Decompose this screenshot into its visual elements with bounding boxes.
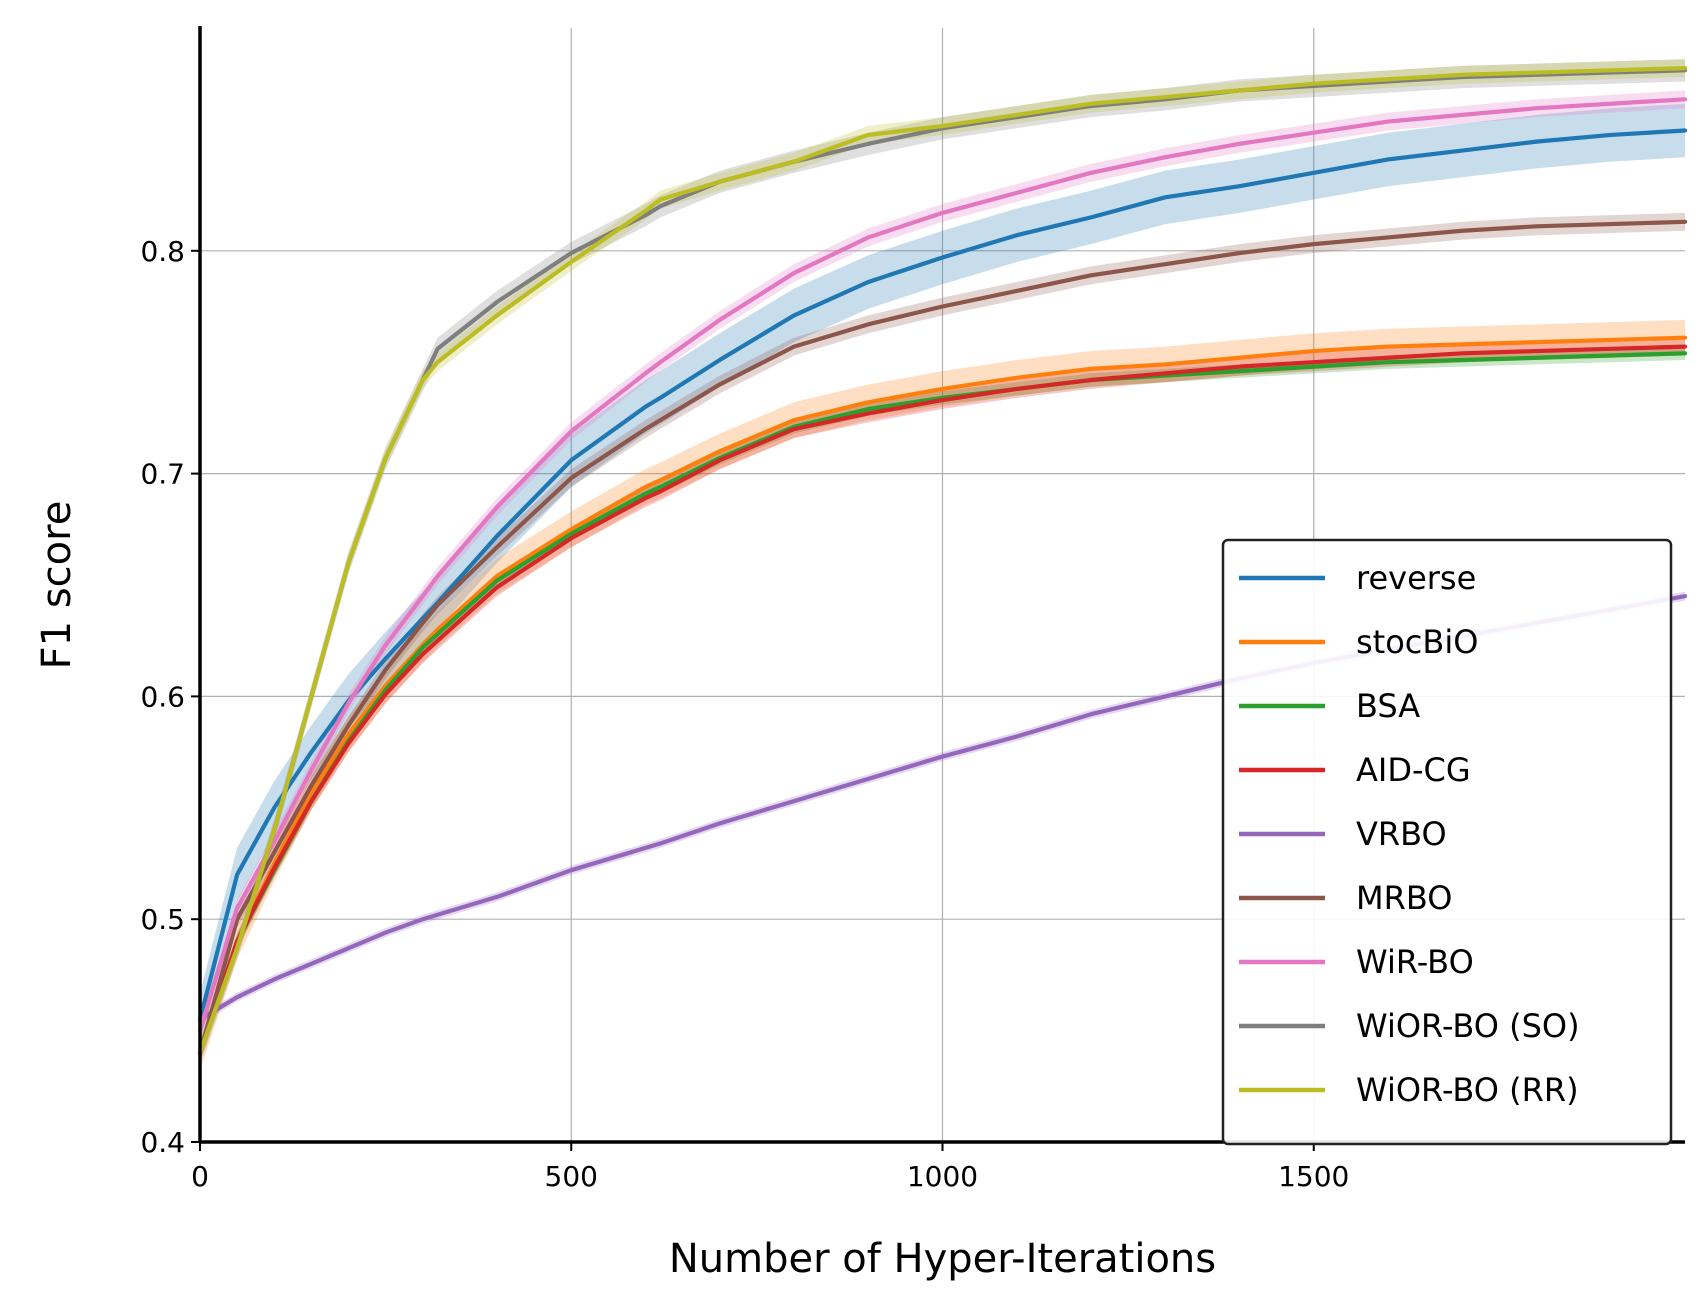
legend-label: BSA [1356, 687, 1420, 725]
series-line-mrbo [197, 219, 1688, 1055]
x-tick-label: 1000 [907, 1160, 978, 1193]
series-line-aid-cg [197, 344, 1688, 1055]
series-lines [197, 66, 1688, 1055]
tick-labels: 0 500 1000 1500 0.4 0.5 0.6 0.7 0.8 [140, 235, 1349, 1193]
legend: reverse stocBiO BSA AID-CG VRBO MRBO WiR-BO WiO… [1221, 538, 1673, 1146]
y-axis-label: F1 score [34, 501, 80, 670]
legend-label: VRBO [1356, 815, 1447, 853]
legend-label: AID-CG [1356, 751, 1471, 789]
x-tick-label: 1500 [1278, 1160, 1349, 1193]
legend-label: stocBiO [1356, 623, 1478, 661]
legend-box [1221, 538, 1673, 1146]
series-line-wior-bo-rr- [197, 66, 1688, 1055]
series-line-stocbio [197, 335, 1688, 1055]
y-tick-label: 0.4 [140, 1126, 185, 1159]
legend-label: MRBO [1356, 879, 1452, 917]
x-axis-label: Number of Hyper-Iterations [669, 1236, 1216, 1282]
legend-label: reverse [1356, 559, 1476, 597]
x-tick-label: 500 [545, 1160, 598, 1193]
legend-label: WiOR-BO (SO) [1356, 1007, 1580, 1045]
y-tick-label: 0.5 [140, 903, 185, 936]
x-tick-label: 0 [191, 1160, 209, 1193]
legend-label: WiR-BO [1356, 943, 1474, 981]
y-tick-label: 0.6 [140, 680, 185, 713]
series-line-wir-bo [197, 97, 1688, 1033]
legend-label: WiOR-BO (RR) [1356, 1071, 1579, 1109]
y-tick-label: 0.7 [140, 458, 185, 491]
y-tick-label: 0.8 [140, 235, 185, 268]
